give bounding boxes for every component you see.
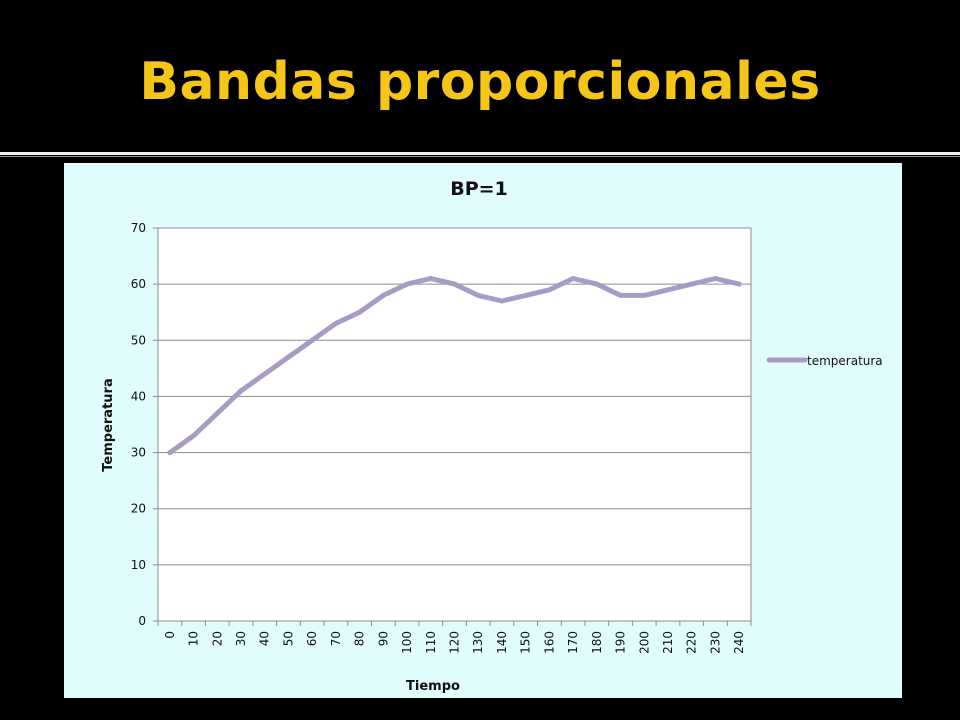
x-tick-label: 70 [329,631,343,646]
x-tick-label: 40 [258,631,272,646]
data-point [665,287,671,293]
y-tick-label: 60 [131,277,146,291]
y-axis-label: Temperatura [101,378,116,471]
x-tick-label: 220 [685,631,699,654]
x-tick-label: 20 [210,631,224,646]
y-tick-label: 50 [131,333,146,347]
x-tick-label: 170 [566,631,580,654]
data-point [285,354,291,360]
x-tick-label: 60 [305,631,319,646]
data-point [214,410,220,416]
slide-header: Bandas proporcionales [0,0,960,150]
series-layer [167,276,742,456]
y-tick-label: 70 [131,221,146,235]
x-tick-label: 200 [637,631,651,654]
y-tick-label: 0 [138,614,146,628]
plot-area [157,227,752,622]
data-point [594,281,600,287]
legend: temperatura [766,354,883,368]
line-chart: BP=1 0 10 20 30 40 50 60 70 0 10 20 30 40 50 60 70 80 90… [101,178,883,694]
x-tick-label: 230 [708,631,722,654]
data-point [546,287,552,293]
data-point [736,281,742,287]
data-point [570,276,576,282]
data-point [523,292,529,298]
y-tick-label: 10 [131,558,146,572]
legend-label-temperatura: temperatura [807,354,883,368]
x-tick-label: 240 [732,631,746,654]
data-point [380,292,386,298]
x-tick-label: 130 [471,631,485,654]
x-tick-label: 210 [661,631,675,654]
data-point [238,388,244,394]
data-point [333,320,339,326]
x-tick-label: 160 [542,631,556,654]
data-point [191,433,197,439]
x-tick-label: 50 [281,631,295,646]
data-point [262,371,268,377]
x-tick-label: 0 [163,631,177,639]
y-axis-ticks: 0 10 20 30 40 50 60 70 [131,221,158,628]
data-point [618,292,624,298]
slide-title: Bandas proporcionales [139,52,821,112]
data-point [475,292,481,298]
y-tick-label: 20 [131,502,146,516]
chart-panel: BP=1 0 10 20 30 40 50 60 70 0 10 20 30 40 50 60 70 80 90… [64,163,902,698]
data-point [689,281,695,287]
data-point [452,281,457,287]
data-point [499,298,505,304]
x-tick-label: 190 [614,631,628,654]
x-tick-label: 180 [590,631,604,654]
data-point [641,292,647,298]
x-tick-label: 150 [519,631,533,654]
x-tick-label: 100 [400,631,414,654]
x-tick-label: 140 [495,631,509,654]
x-tick-label: 10 [187,631,201,646]
data-point [357,309,363,315]
data-point [309,337,315,343]
x-tick-label: 80 [353,631,367,646]
data-point [712,276,718,282]
data-point [428,276,434,282]
header-divider-thin [0,156,960,157]
y-tick-label: 40 [131,389,146,403]
y-tick-label: 30 [131,446,146,460]
x-axis-label: Tiempo [406,679,460,694]
x-tick-label: 110 [424,631,438,654]
header-divider [0,152,960,155]
data-point [167,450,173,456]
chart-title: BP=1 [450,178,508,200]
data-point [404,281,410,287]
x-axis-ticks: 0 10 20 30 40 50 60 70 80 90 100 110 120 130 140 150 160… [157,621,752,654]
x-tick-label: 90 [376,631,390,646]
x-tick-label: 30 [234,631,248,646]
x-tick-label: 120 [448,631,462,654]
